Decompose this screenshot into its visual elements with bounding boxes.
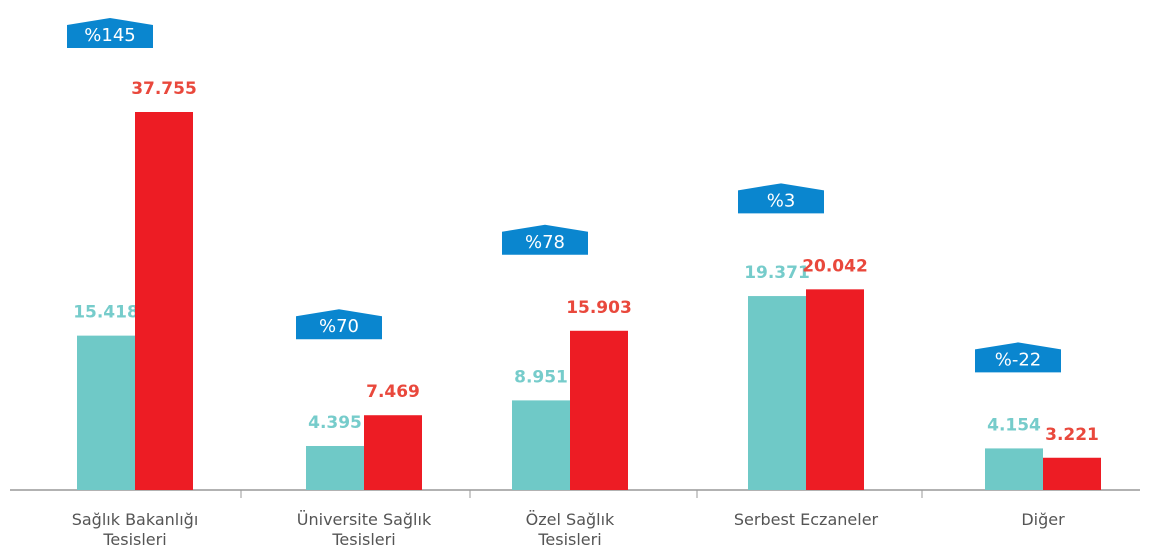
change-badge xyxy=(296,309,382,340)
value-label: 4.395 xyxy=(308,413,362,433)
change-label: %145 xyxy=(84,25,135,46)
value-label: 37.755 xyxy=(131,79,197,99)
x-tick-label: Diğer xyxy=(1021,510,1065,529)
change-badge xyxy=(975,342,1061,373)
value-label: 19.371 xyxy=(744,263,810,283)
change-badge xyxy=(502,224,588,255)
value-label: 8.951 xyxy=(514,367,568,387)
bar xyxy=(512,400,570,490)
bar xyxy=(77,335,135,490)
change-badge xyxy=(738,183,824,214)
value-label: 7.469 xyxy=(366,382,420,402)
change-label: %3 xyxy=(767,190,796,211)
x-tick-label: Özel Sağlık Tesisleri xyxy=(525,510,615,549)
bar xyxy=(135,112,193,490)
change-label: %-22 xyxy=(995,349,1042,370)
change-label: %70 xyxy=(319,316,359,337)
bar xyxy=(570,330,628,490)
bar xyxy=(748,296,806,490)
x-tick-label: Sağlık Bakanlığı Tesisleri xyxy=(71,510,199,549)
bar xyxy=(806,289,864,490)
value-label: 15.903 xyxy=(566,298,632,318)
change-badge xyxy=(67,18,153,48)
value-label: 4.154 xyxy=(987,415,1041,435)
bar xyxy=(364,415,422,490)
x-tick-label: Serbest Eczaneler xyxy=(733,510,879,529)
x-tick-label: Üniversite Sağlık Tesisleri xyxy=(296,510,432,549)
bar xyxy=(306,445,364,490)
bar xyxy=(985,448,1043,490)
value-label: 20.042 xyxy=(802,256,868,276)
value-label: 15.418 xyxy=(73,303,139,323)
bar xyxy=(1043,457,1101,490)
value-label: 3.221 xyxy=(1045,425,1099,445)
change-label: %78 xyxy=(525,232,565,253)
